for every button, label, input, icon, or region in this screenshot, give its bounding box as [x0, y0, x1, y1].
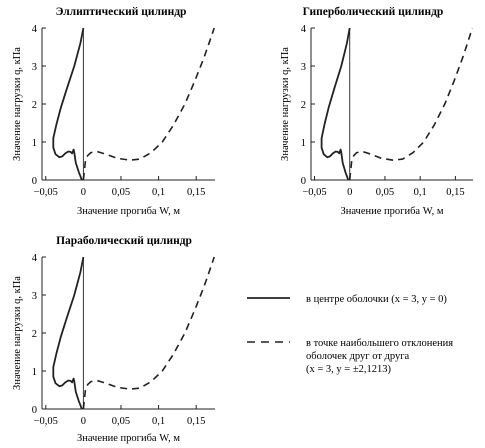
x-axis-label: Значение прогиба W, м	[340, 206, 443, 217]
chart-title: Параболический цилиндр	[56, 235, 192, 247]
y-tick-label: 2	[32, 100, 37, 111]
series-line-center	[320, 27, 351, 181]
y-tick-label: 4	[32, 24, 38, 35]
y-tick-label: 0	[32, 405, 37, 416]
x-tick-label: 0,15	[187, 416, 205, 427]
legend-label: оболочек друг от друга	[306, 351, 410, 362]
series-line-max-deviation	[82, 256, 215, 410]
series-line-max-deviation	[348, 27, 474, 181]
x-tick-label: −0,05	[34, 187, 58, 198]
x-tick-label: 0	[81, 187, 86, 198]
x-tick-label: 0,05	[112, 416, 130, 427]
y-tick-label: 1	[32, 367, 37, 378]
y-tick-label: 1	[301, 138, 306, 149]
x-tick-label: 0,05	[376, 187, 394, 198]
x-tick-label: 0,05	[112, 187, 130, 198]
y-tick-label: 3	[301, 62, 306, 73]
legend: в центре оболочки (x = 3, y = 0) в точке …	[247, 294, 453, 375]
y-tick-label: 4	[32, 253, 38, 264]
x-tick-label: 0,1	[152, 416, 165, 427]
series-line-center	[52, 27, 85, 181]
series-line-center	[52, 256, 85, 410]
y-tick-label: 1	[32, 138, 37, 149]
x-tick-label: −0,05	[34, 416, 58, 427]
y-tick-label: 0	[32, 176, 37, 187]
y-tick-label: 2	[32, 329, 37, 340]
legend-label: в точке наибольшего отклонения	[306, 338, 453, 349]
y-tick-label: 3	[32, 62, 37, 73]
x-axis-label: Значение прогиба W, м	[77, 433, 180, 444]
x-axis-label: Значение прогиба W, м	[77, 206, 180, 217]
y-axis-label: Значение нагрузки q, кПа	[12, 47, 23, 161]
x-tick-label: 0,1	[152, 187, 165, 198]
x-tick-label: −0,05	[302, 187, 326, 198]
x-tick-label: 0	[81, 416, 86, 427]
legend-label: (x = 3, y = ±2,1213)	[306, 364, 391, 375]
x-tick-label: 0	[347, 187, 352, 198]
y-tick-label: 0	[301, 176, 306, 187]
y-tick-label: 3	[32, 291, 37, 302]
y-tick-label: 2	[301, 100, 306, 111]
y-axis-label: Значение нагрузки q, кПа	[12, 276, 23, 390]
y-tick-label: 4	[301, 24, 307, 35]
x-tick-label: 0,1	[414, 187, 427, 198]
legend-label: в центре оболочки (x = 3, y = 0)	[306, 294, 447, 305]
series-line-max-deviation	[82, 27, 215, 181]
y-axis-label: Значение нагрузки q, кПа	[280, 47, 291, 161]
x-tick-label: 0,15	[187, 187, 205, 198]
x-tick-label: 0,15	[446, 187, 464, 198]
chart-title: Гиперболический цилиндр	[303, 6, 444, 18]
chart-title: Эллиптический цилиндр	[56, 6, 187, 18]
